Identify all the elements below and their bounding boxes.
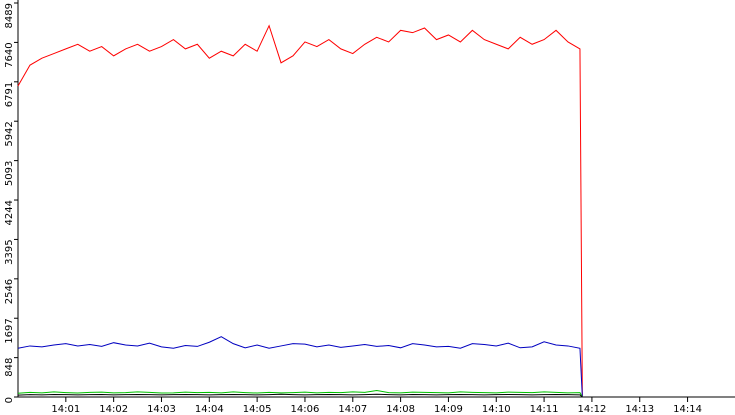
y-tick-label: 5942	[4, 121, 15, 146]
x-tick-label: 14:01	[51, 404, 80, 415]
x-tick-label: 14:02	[99, 404, 128, 415]
x-tick-label: 14:06	[291, 404, 320, 415]
x-tick-label: 14:04	[195, 404, 224, 415]
series-line	[17, 336, 583, 398]
series-line	[17, 393, 583, 398]
y-tick-label: 848	[4, 358, 15, 377]
y-tick-label: 5093	[4, 161, 15, 186]
y-tick-label: 7640	[4, 42, 15, 67]
x-tick-label: 14:07	[338, 404, 367, 415]
x-tick-label: 14:08	[386, 404, 415, 415]
y-tick-label: 2546	[4, 279, 15, 304]
x-tick-label: 14:12	[577, 404, 606, 415]
x-tick-label: 14:09	[434, 404, 463, 415]
x-tick-label: 14:05	[243, 404, 272, 415]
x-tick-label: 14:10	[482, 404, 511, 415]
x-tick-label: 14:13	[625, 404, 654, 415]
y-tick-label: 0	[4, 397, 15, 403]
x-tick-label: 14:11	[530, 404, 559, 415]
y-tick-label: 1697	[4, 318, 15, 343]
y-tick-label: 3395	[4, 239, 15, 264]
y-tick-label: 6791	[4, 82, 15, 107]
y-tick-label: 4244	[4, 200, 15, 225]
series-line	[17, 389, 583, 398]
x-tick-label: 14:14	[673, 404, 702, 415]
x-tick-label: 14:03	[147, 404, 176, 415]
series-line	[17, 24, 583, 398]
y-tick-label: 8489	[4, 3, 15, 28]
